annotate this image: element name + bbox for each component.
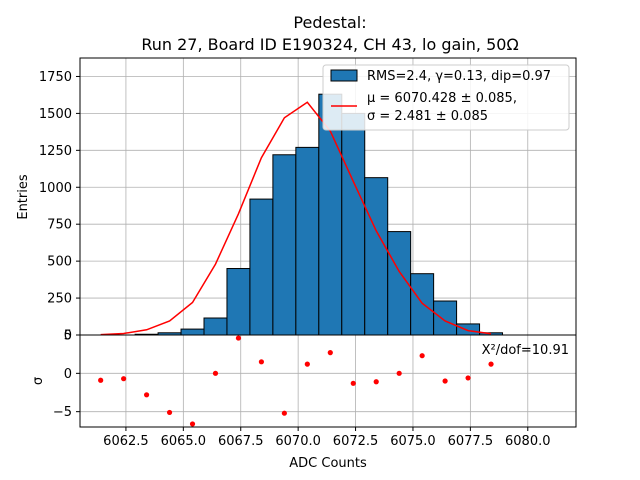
histogram-y-tick-label: 250 [47,292,72,307]
chi2-annotation: X²/dof=10.91 [482,343,569,358]
histogram-bar [203,317,228,336]
x-tick-label: 6072.5 [333,434,379,449]
histogram-y-tick-label: 750 [47,218,72,233]
histogram-y-tick-label: 1500 [39,107,72,122]
residuals-y-ticks: −505 [53,329,80,420]
legend: RMS=2.4, γ=0.13, dip=0.97 μ = 6070.428 ±… [322,64,570,131]
legend-fit-sigma: σ = 2.481 ± 0.085 [367,109,488,124]
chart-title-line2: Run 27, Board ID E190324, CH 43, lo gain… [141,35,518,54]
histogram-bar [410,273,435,336]
x-tick-label: 6065.0 [161,434,207,449]
residual-point [235,335,242,341]
histogram-y-tick-label: 1250 [39,144,72,159]
residuals-panel: −505 6062.5 6065.0 6067.5 6070.0 6072.5 6075.… [31,329,577,471]
histogram-bar [341,112,366,336]
histogram-y-tick-label: 0 [64,329,72,344]
x-tick-label: 6070.0 [275,434,321,449]
x-ticks: 6062.5 6065.0 6067.5 6070.0 6072.5 6075.0 6077… [103,427,551,449]
histogram-bar [180,328,205,336]
residual-point [373,379,379,385]
residual-point [166,409,173,416]
histogram-y-axis-label: Entries [16,174,31,220]
histogram-bar [295,146,320,336]
histogram-y-tick-label: 1000 [39,181,72,196]
residual-point [304,361,310,367]
residual-point [442,378,448,384]
residual-point [327,350,333,356]
histogram-bar [226,268,251,336]
residual-point [258,359,265,365]
legend-hist-swatch [330,69,358,82]
histogram-bar [249,198,274,336]
residuals-y-tick-label: 5 [64,329,72,344]
legend-hist-label: RMS=2.4, γ=0.13, dip=0.97 [367,69,551,84]
residual-point [396,370,402,376]
legend-fit-mu: μ = 6070.428 ± 0.085, [367,91,517,106]
residual-point [189,421,196,427]
histogram-bar [433,300,458,336]
x-axis-label: ADC Counts [289,456,367,471]
x-tick-label: 6067.5 [218,434,264,449]
residual-point [121,376,127,382]
residual-point [350,380,356,386]
residual-point [98,377,104,383]
histogram-y-tick-label: 500 [47,255,72,270]
residual-point [419,353,425,359]
histogram-bar [272,154,297,336]
residuals-axes-frame [79,334,577,428]
x-tick-label: 6080.0 [505,434,551,449]
residuals-y-axis-label: σ [31,377,46,385]
residual-point [488,361,494,367]
x-tick-label: 6077.5 [448,434,494,449]
x-tick-label: 6062.5 [103,434,149,449]
residual-points [98,335,494,427]
histogram-bar [456,323,481,336]
chart-title-line1: Pedestal: [293,13,366,32]
residual-point [143,392,150,398]
x-tick-label: 6075.0 [390,434,436,449]
histogram-bar [364,177,389,336]
histogram-y-tick-label: 1750 [39,70,72,85]
residuals-y-tick-label: −5 [53,405,72,420]
legend-box [322,64,570,131]
histogram-y-ticks: 0 250 500 750 1000 1250 1500 1750 [39,70,80,344]
residual-point [465,375,471,381]
residual-point [212,370,219,376]
residuals-y-tick-label: 0 [64,367,72,382]
residual-point [281,410,287,416]
fit-curve [100,101,492,336]
